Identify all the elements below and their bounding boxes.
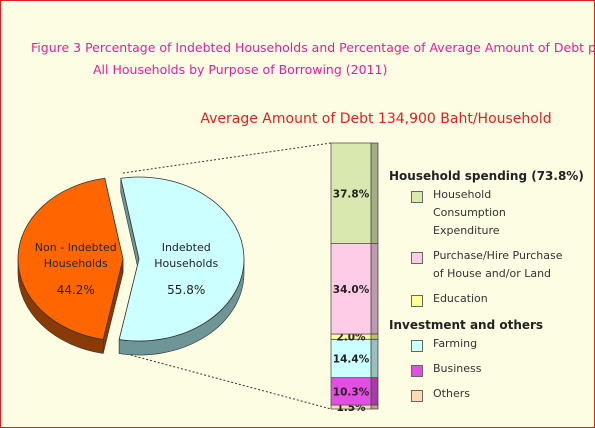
bar-side: [370, 142, 379, 244]
legend: Household spending (73.8%) Household Cons…: [389, 169, 589, 413]
pie-category: Non - Indebted Households: [34, 240, 117, 270]
value-label: 2.0%: [336, 332, 366, 344]
value-label: 10.3%: [333, 386, 370, 398]
pie-slice: [17, 177, 124, 340]
bar-segment: [330, 243, 372, 335]
legend-swatch: [411, 390, 423, 402]
pie-category: Indebted Households: [154, 241, 219, 271]
legend-label: Others: [433, 387, 470, 400]
legend-group-title: Household spending (73.8%): [389, 169, 584, 183]
value-label: 37.8%: [333, 188, 370, 200]
figure-title: Figure 3 Percentage of Indebted Househol…: [31, 40, 595, 77]
legend-swatch: [411, 295, 423, 307]
bar-side-shade: [371, 405, 378, 409]
legend-swatch: [411, 365, 423, 377]
legend-label: Business: [433, 362, 482, 375]
legend-group-title: Investment and others: [389, 318, 544, 332]
bar-side-shade: [371, 143, 378, 244]
legend-label: Farming: [433, 337, 478, 350]
legend-label: Purchase/Hire Purchase of House and/or L…: [433, 249, 563, 280]
legend-swatch: [411, 252, 423, 264]
legend-label: Education: [433, 292, 488, 305]
legend-item: Purchase/Hire Purchase of House and/or L…: [411, 249, 589, 283]
connector: [122, 352, 332, 410]
connector: [122, 142, 332, 174]
pie-label: Non - Indebted Households 44.2%: [30, 240, 122, 298]
bar-side-shade: [371, 377, 378, 406]
bar-segment: [330, 338, 372, 379]
pie-slice: [118, 176, 245, 342]
legend-item: Others: [411, 387, 589, 403]
value-label: 14.4%: [333, 353, 370, 365]
legend-swatch: [411, 340, 423, 352]
legend-item: Farming: [411, 337, 589, 353]
subtitle: Average Amount of Debt 134,900 Baht/Hous…: [200, 111, 552, 127]
bar-side-shade: [371, 339, 378, 378]
pie-value-label: 44.2%: [56, 282, 95, 297]
legend-swatch: [411, 191, 423, 203]
bar-segment: [330, 142, 372, 244]
value-label: 34.0%: [333, 284, 370, 296]
bar-side-shade: [371, 333, 378, 340]
bar-side-shade: [371, 243, 378, 334]
pie-label: Indebted Households 55.8%: [149, 240, 223, 298]
legend-item: Household Consumption Expenditure: [411, 188, 589, 240]
pie-value-label: 55.8%: [167, 283, 206, 298]
legend-label: Household Consumption Expenditure: [433, 188, 506, 237]
legend-item: Business: [411, 362, 589, 378]
legend-item: Education: [411, 292, 589, 308]
